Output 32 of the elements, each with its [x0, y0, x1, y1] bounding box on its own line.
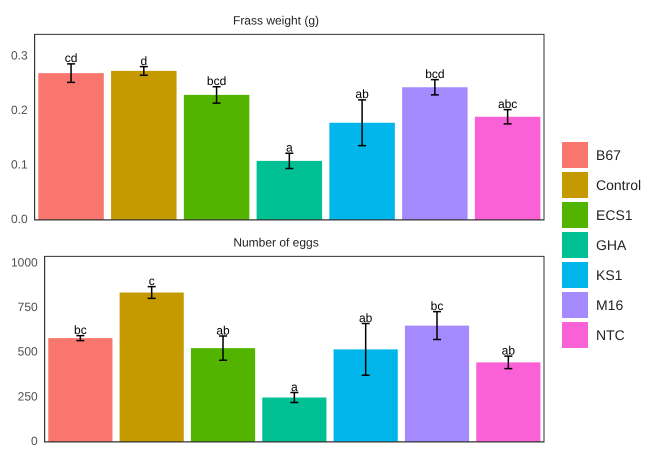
- y-tick-label: 1000: [10, 255, 38, 270]
- legend-label: Control: [596, 177, 642, 193]
- legend-label: GHA: [596, 237, 626, 253]
- annotation: bc: [430, 298, 444, 313]
- annotation: a: [286, 140, 293, 155]
- annotation: a: [291, 380, 298, 394]
- y-tick-label: 0.1: [10, 158, 28, 172]
- annotation: ab: [355, 87, 370, 102]
- y-tick-label: 500: [18, 344, 38, 359]
- chart-title: Number of eggs: [233, 236, 319, 250]
- annotation: ab: [358, 310, 373, 325]
- legend-label: M16: [596, 297, 624, 313]
- annotation: ab: [502, 343, 516, 358]
- legend-label: KS1: [596, 267, 622, 283]
- annotation: c: [148, 274, 155, 288]
- annotation: ab: [216, 323, 230, 338]
- annotation: bcd: [206, 74, 226, 88]
- annotation: bcd: [425, 66, 445, 81]
- annotation: cd: [64, 51, 78, 66]
- y-tick-label: 0: [31, 434, 38, 448]
- y-tick-label: 250: [18, 389, 38, 404]
- y-tick-label: 0.3: [10, 48, 28, 63]
- annotation: abc: [498, 96, 518, 111]
- annotation: d: [140, 54, 148, 68]
- annotation: bc: [74, 322, 87, 337]
- y-tick-label: 0.0: [10, 212, 28, 226]
- y-tick-label: 0.2: [10, 103, 28, 118]
- chart-title: Frass weight (g): [232, 14, 320, 28]
- y-tick-label: 750: [18, 300, 38, 314]
- legend-label: ECS1: [596, 207, 633, 223]
- legend-label: B67: [596, 147, 621, 163]
- legend-label: NTC: [596, 327, 625, 343]
